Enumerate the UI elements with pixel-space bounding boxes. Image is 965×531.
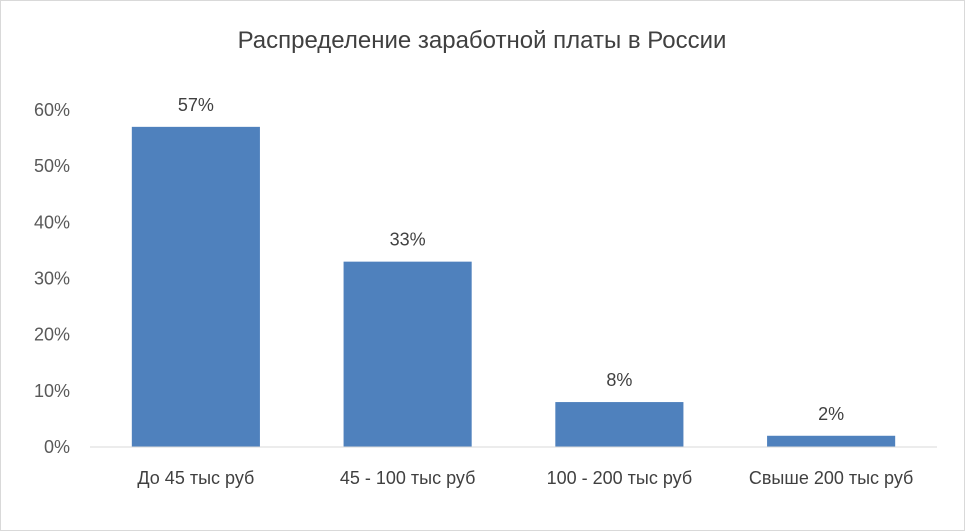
x-category-label: 100 - 200 тыс руб — [547, 468, 693, 488]
bar — [343, 261, 472, 447]
y-tick-label: 20% — [34, 325, 70, 345]
bars — [131, 126, 896, 447]
y-tick-label: 40% — [34, 212, 70, 232]
data-label: 33% — [390, 230, 426, 250]
bar — [767, 435, 896, 447]
x-category-label: 45 - 100 тыс руб — [340, 468, 476, 488]
y-tick-label: 30% — [34, 269, 70, 289]
bar — [555, 402, 684, 447]
y-tick-label: 10% — [34, 381, 70, 401]
data-labels: 57% 33% 8% 2% — [178, 95, 844, 424]
chart-title: Распределение заработной платы в России — [238, 27, 727, 54]
bar — [131, 126, 260, 447]
data-label: 2% — [818, 404, 844, 424]
x-category-label: До 45 тыс руб — [137, 468, 254, 488]
data-label: 57% — [178, 95, 214, 115]
x-axis: До 45 тыс руб 45 - 100 тыс руб 100 - 200 т… — [137, 468, 913, 488]
y-tick-label: 0% — [44, 437, 70, 457]
y-tick-label: 60% — [34, 100, 70, 120]
data-label: 8% — [606, 370, 632, 390]
y-axis: 0% 10% 20% 30% 40% 50% 60% — [34, 100, 70, 457]
x-category-label: Свыше 200 тыс руб — [749, 468, 914, 488]
y-tick-label: 50% — [34, 156, 70, 176]
